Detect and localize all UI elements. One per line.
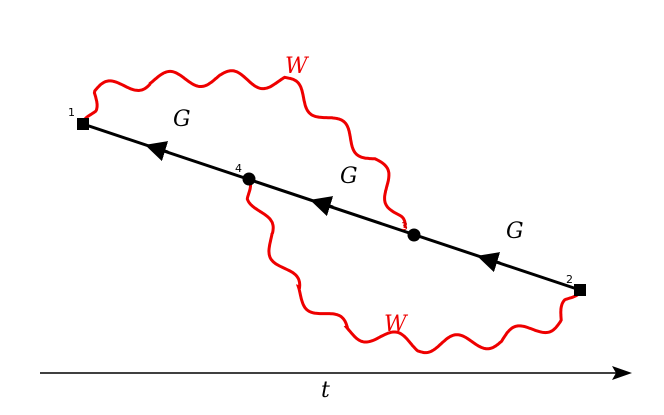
arrow bbox=[144, 141, 169, 162]
node-label: 2 bbox=[566, 273, 573, 286]
arrow bbox=[476, 252, 501, 273]
propagator-label: G bbox=[173, 107, 191, 132]
node-label: 4 bbox=[235, 162, 242, 175]
interaction-label: W bbox=[384, 312, 409, 337]
node-label: 1 bbox=[68, 106, 75, 119]
propagator-label: G bbox=[340, 164, 358, 189]
node-square bbox=[77, 118, 89, 130]
wavy-line bbox=[245, 181, 582, 355]
node-dot bbox=[242, 172, 256, 186]
interaction-label: W bbox=[285, 54, 310, 79]
node-label: 3 bbox=[401, 220, 408, 233]
node-square bbox=[574, 284, 586, 296]
node-dot bbox=[407, 228, 421, 242]
axis-label: t bbox=[321, 378, 330, 403]
wavy-line bbox=[81, 69, 407, 229]
arrow bbox=[309, 196, 334, 217]
interaction-lines bbox=[81, 69, 582, 355]
propagator-label: G bbox=[506, 219, 524, 244]
axis-arrow bbox=[612, 366, 632, 380]
